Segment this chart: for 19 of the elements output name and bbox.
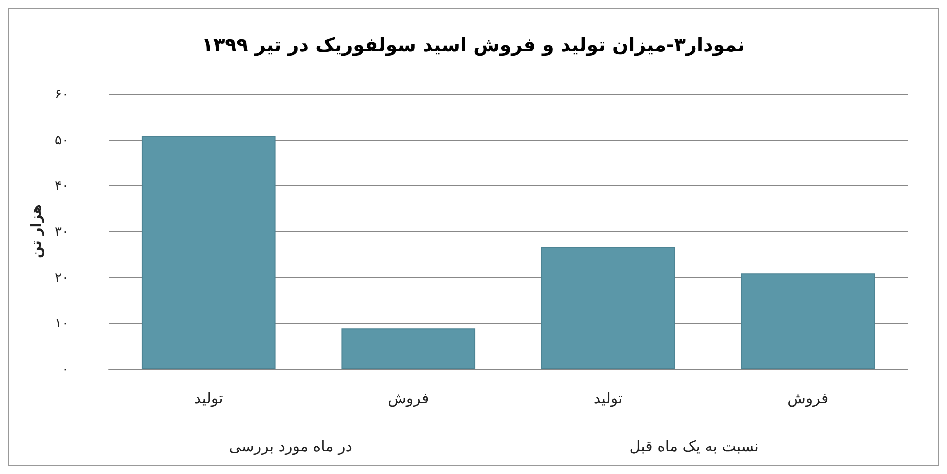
y-axis-title: هزار تن xyxy=(29,204,46,259)
y-tick-label: ۵۰ xyxy=(55,132,69,148)
y-tick-label: ۱۰ xyxy=(55,316,69,331)
x-tick-label: تولید xyxy=(594,390,623,408)
y-tick-label: ۴۰ xyxy=(55,178,69,194)
chart-title: نمودار۳-میزان تولید و فروش اسید سولفوریک در تیر ۱۳۹۹ xyxy=(202,34,746,56)
bar xyxy=(142,136,276,369)
bar xyxy=(342,328,476,369)
bar xyxy=(741,274,876,369)
y-tick-label: ۰ xyxy=(62,362,69,376)
text: در ماه مورد بررسی xyxy=(229,438,352,456)
x-tick-label: تولید xyxy=(194,390,224,408)
y-tick-label: ۲۰ xyxy=(55,270,69,285)
y-tick-label: ۳۰ xyxy=(55,224,69,239)
text: نسبت به یک ماه قبل xyxy=(630,438,759,456)
x-tick-label: فروش xyxy=(788,390,829,408)
bar xyxy=(541,247,676,369)
y-tick-label: ۶۰ xyxy=(55,86,69,102)
x-tick-label: فروش xyxy=(388,390,430,408)
